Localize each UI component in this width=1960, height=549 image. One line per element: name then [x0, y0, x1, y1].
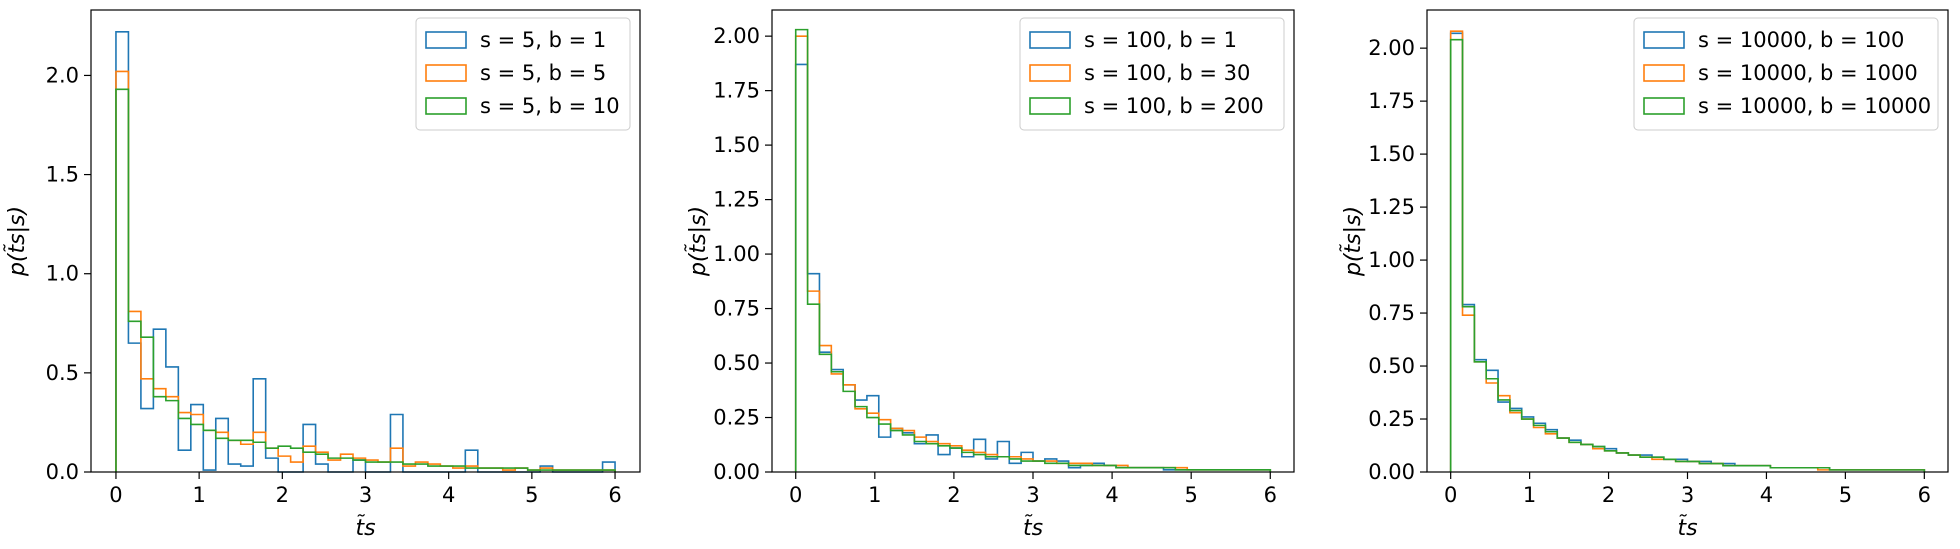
x-axis-label: t̃s: [355, 515, 375, 541]
legend-frame: [415, 17, 631, 131]
x-tick-label: 5: [525, 483, 538, 507]
legend: s = 10000, b = 100 s = 10000, b = 1000 s =…: [1633, 17, 1939, 131]
legend-label: s = 100, b = 30: [1084, 61, 1250, 85]
y-tick-label: 1.75: [713, 79, 760, 103]
legend-label: s = 5, b = 5: [480, 61, 606, 85]
histogram-series-2: [115, 70, 616, 472]
y-tick-label: 0.25: [713, 406, 760, 430]
legend-swatch: [1029, 97, 1071, 115]
legend-label: s = 10000, b = 100: [1698, 28, 1904, 52]
x-tick-label: 1: [868, 483, 881, 507]
legend-label: s = 100, b = 200: [1084, 94, 1264, 118]
histogram-series-3: [1449, 38, 1926, 472]
x-tick-label: 0: [789, 483, 802, 507]
y-tick-label: 1.75: [1368, 89, 1415, 113]
x-axis-label: t̃s: [1023, 515, 1043, 541]
y-tick-label: 0.75: [713, 297, 760, 321]
x-tick-label: 6: [608, 483, 621, 507]
x-tick-label: 2: [947, 483, 960, 507]
x-tick-label: 3: [1681, 483, 1694, 507]
legend-swatch: [1643, 31, 1685, 49]
panel-1: 0 1 2 3 4 5 6 0.0 0.5 1.0 1.5 2.0 t̃s p(t̃s|s) s = 5, …: [4, 9, 641, 541]
legend-swatch: [1643, 64, 1685, 82]
legend-swatch: [1029, 31, 1071, 49]
y-tick-label: 2.00: [1368, 36, 1415, 60]
x-tick-label: 4: [1760, 483, 1773, 507]
y-tick-label: 1.5: [46, 163, 79, 187]
x-tick-label: 3: [359, 483, 372, 507]
legend-label: s = 10000, b = 10000: [1698, 94, 1931, 118]
x-tick-label: 2: [276, 483, 289, 507]
legend-label: s = 100, b = 1: [1084, 28, 1237, 52]
y-tick-label: 1.00: [1368, 248, 1415, 272]
panel-2: 0 1 2 3 4 5 6 0.00 0.25 0.50 0.75 1.00 1.25 1.50 1.75 2…: [685, 9, 1295, 541]
x-axis-label: t̃s: [1677, 515, 1697, 541]
y-tick-label: 1.50: [713, 133, 760, 157]
y-tick-label: 0.75: [1368, 301, 1415, 325]
legend-frame: [1019, 17, 1285, 131]
legend-swatch: [425, 97, 467, 115]
panel-3: 0 1 2 3 4 5 6 0.00 0.25 0.50 0.75 1.00 1.25 1.50 1.75 2…: [1340, 9, 1949, 541]
legend-swatch: [1029, 64, 1071, 82]
x-tick-label: 0: [109, 483, 122, 507]
y-tick-label: 0.50: [1368, 354, 1415, 378]
y-tick-label: 0.50: [713, 351, 760, 375]
y-axis-label: p(t̃s|s): [4, 206, 30, 277]
legend-swatch: [425, 31, 467, 49]
x-tick-label: 2: [1602, 483, 1615, 507]
y-tick-label: 0.00: [713, 460, 760, 484]
y-tick-label: 0.0: [46, 460, 79, 484]
legend-frame: [1633, 17, 1939, 131]
y-tick-label: 1.25: [713, 188, 760, 212]
y-tick-label: 2.0: [46, 63, 79, 87]
y-tick-label: 0.5: [46, 361, 79, 385]
y-tick-label: 0.25: [1368, 407, 1415, 431]
x-tick-label: 3: [1026, 483, 1039, 507]
x-tick-label: 5: [1184, 483, 1197, 507]
histogram-series-3: [794, 28, 1272, 472]
y-tick-label: 1.25: [1368, 195, 1415, 219]
x-tick-label: 4: [1105, 483, 1118, 507]
y-tick-label: 0.00: [1368, 460, 1415, 484]
y-axis-label: p(t̃s|s): [685, 206, 711, 277]
x-tick-label: 5: [1839, 483, 1852, 507]
legend-label: s = 5, b = 1: [480, 28, 606, 52]
legend: s = 5, b = 1 s = 5, b = 5 s = 5, b = 10: [415, 17, 631, 131]
legend: s = 100, b = 1 s = 100, b = 30 s = 100, b …: [1019, 17, 1285, 131]
x-tick-label: 1: [1523, 483, 1536, 507]
x-tick-label: 4: [442, 483, 455, 507]
x-tick-label: 1: [192, 483, 205, 507]
legend-label: s = 10000, b = 1000: [1698, 61, 1918, 85]
y-tick-label: 1.00: [713, 242, 760, 266]
y-tick-label: 1.50: [1368, 142, 1415, 166]
legend-swatch: [1643, 97, 1685, 115]
y-tick-label: 1.0: [46, 262, 79, 286]
legend-label: s = 5, b = 10: [480, 94, 620, 118]
legend-swatch: [425, 64, 467, 82]
y-tick-label: 2.00: [713, 24, 760, 48]
x-tick-label: 0: [1444, 483, 1457, 507]
x-tick-label: 6: [1918, 483, 1931, 507]
histogram-series-3: [115, 88, 616, 472]
y-axis-label: p(t̃s|s): [1340, 206, 1366, 277]
x-tick-label: 6: [1264, 483, 1277, 507]
